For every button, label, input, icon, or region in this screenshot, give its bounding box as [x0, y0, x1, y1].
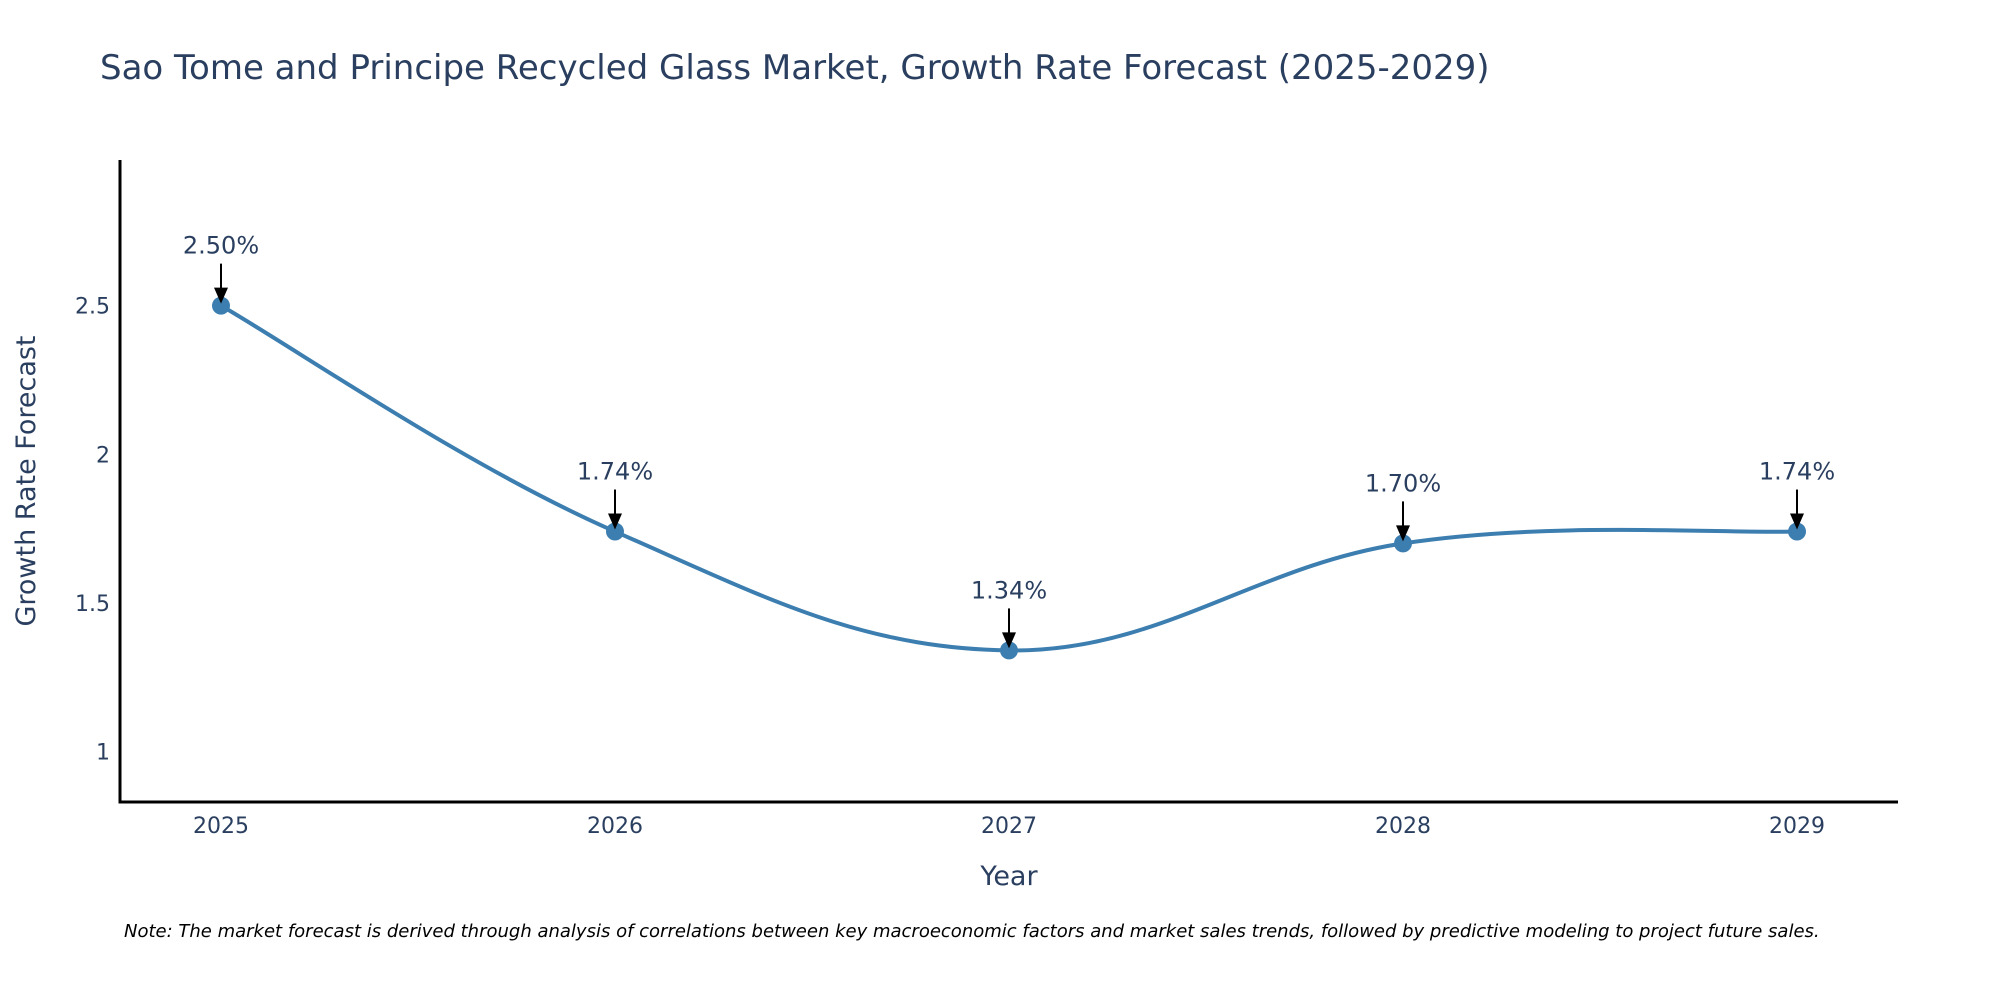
x-tick-label: 2025: [193, 814, 249, 839]
y-tick-label: 2.5: [75, 295, 110, 320]
data-markers: [212, 296, 1806, 660]
data-label: 1.74%: [577, 458, 653, 486]
data-label: 1.74%: [1759, 458, 1835, 486]
y-tick-label: 2: [96, 443, 110, 468]
y-tick-label: 1: [96, 740, 110, 765]
data-point: [212, 296, 230, 315]
data-point: [606, 522, 624, 541]
x-axis-ticks: 2025 2026 2027 2028 2029: [193, 814, 1825, 839]
x-tick-label: 2028: [1375, 814, 1431, 839]
chart-note: Note: The market forecast is derived thr…: [124, 921, 1820, 942]
data-point: [1394, 534, 1412, 553]
data-annotations: 2.50% 1.74% 1.34% 1.70% 1.74%: [183, 232, 1835, 649]
x-axis-title: Year: [979, 861, 1038, 892]
data-label: 1.70%: [1365, 469, 1441, 497]
y-tick-label: 1.5: [75, 592, 110, 617]
annotation-arrow-head: [1790, 513, 1804, 530]
x-tick-label: 2026: [587, 814, 643, 839]
data-point: [1788, 522, 1806, 541]
annotation-arrow-head: [214, 287, 228, 304]
data-label: 2.50%: [183, 232, 259, 260]
annotation-arrow-head: [1002, 632, 1016, 649]
annotation-arrow-head: [608, 513, 622, 530]
annotation-arrow-head: [1396, 525, 1410, 542]
x-tick-label: 2029: [1769, 814, 1825, 839]
y-axis-ticks: 1 1.5 2 2.5: [75, 295, 110, 766]
x-tick-label: 2027: [981, 814, 1037, 839]
data-point: [1000, 641, 1018, 660]
chart-title: Sao Tome and Principe Recycled Glass Mar…: [100, 48, 1490, 88]
y-axis-title: Growth Rate Forecast: [11, 335, 42, 626]
data-label: 1.34%: [971, 576, 1047, 604]
